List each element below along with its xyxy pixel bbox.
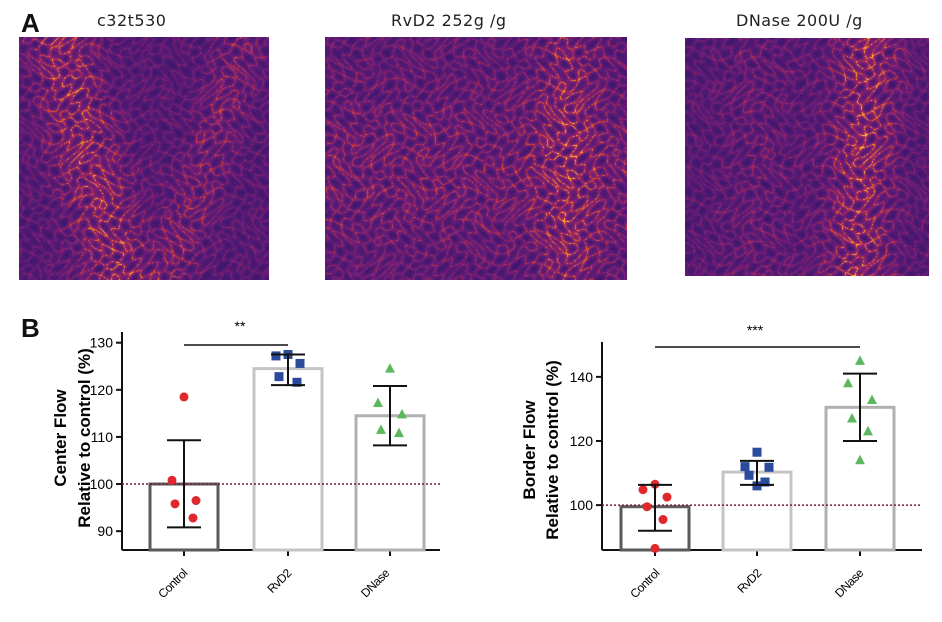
- flow-image-rvd2: [325, 37, 627, 280]
- center-point-rvd2: [274, 372, 284, 382]
- border-cat-control: Control: [627, 566, 662, 601]
- center-point-rvd2: [295, 358, 305, 368]
- border-flow-ylabel-1: Border Flow: [520, 400, 539, 500]
- border-point-dnase: [847, 413, 857, 423]
- border-point-rvd2: [740, 462, 750, 472]
- border-point-rvd2: [760, 477, 770, 487]
- border-cat-dnase: DNase: [832, 566, 867, 601]
- center-flow-ylabel-2: Relative to control (%): [75, 348, 94, 527]
- center-point-control: [179, 392, 189, 402]
- border-flow-ylabel-2: Relative to control (%): [543, 360, 562, 539]
- border-ytick-label: 100: [570, 497, 594, 513]
- center-point-rvd2: [271, 351, 281, 361]
- border-point-control: [650, 543, 660, 553]
- center-point-dnase: [397, 408, 407, 419]
- center-point-control: [167, 475, 177, 485]
- panel-a-label: A: [21, 8, 40, 38]
- center-ytick-label: 90: [97, 523, 113, 539]
- center-point-dnase: [373, 397, 383, 408]
- border-point-control: [638, 485, 648, 495]
- center-ytick-label: 130: [90, 335, 114, 351]
- border-point-rvd2: [764, 462, 774, 472]
- center-cat-control: Control: [155, 566, 190, 601]
- border-ytick-label: 140: [570, 369, 594, 385]
- center-point-control: [170, 499, 180, 509]
- border-ytick-label: 120: [570, 433, 594, 449]
- center-point-control: [188, 513, 198, 523]
- border-point-control: [642, 502, 652, 512]
- center-point-control: [191, 496, 201, 506]
- center-point-dnase: [394, 427, 404, 438]
- center-ytick-label: 100: [90, 476, 114, 492]
- center-point-dnase: [385, 363, 395, 373]
- border-point-dnase: [855, 355, 865, 365]
- image-title-dnase: DNase 200U /g: [736, 11, 863, 30]
- border-point-dnase: [855, 454, 865, 465]
- border-sig-label: ***: [747, 322, 764, 338]
- panel-b-label: B: [21, 313, 40, 343]
- center-point-dnase: [376, 424, 386, 434]
- center-point-rvd2: [292, 377, 302, 387]
- image-title-rvd2: RvD2 252g /g: [391, 11, 507, 30]
- flow-image-control: [19, 37, 269, 280]
- center-cat-rvd2: RvD2: [264, 566, 294, 596]
- image-title-control: c32t530: [97, 11, 167, 30]
- border-point-rvd2: [744, 470, 754, 480]
- center-bar-rvd2: [252, 367, 324, 552]
- center-cat-dnase: DNase: [358, 566, 393, 601]
- border-point-dnase: [843, 377, 853, 388]
- flow-image-dnase: [685, 38, 929, 276]
- center-sig-label: **: [235, 318, 246, 334]
- border-point-dnase: [867, 394, 877, 404]
- center-ytick-label: 110: [91, 429, 114, 445]
- center-ytick-label: 120: [90, 382, 114, 398]
- center-flow-ylabel-1: Center Flow: [51, 389, 70, 487]
- border-point-control: [658, 515, 668, 525]
- border-cat-rvd2: RvD2: [734, 566, 764, 596]
- border-point-control: [662, 492, 672, 502]
- border-point-dnase: [863, 425, 873, 436]
- border-point-rvd2: [752, 447, 762, 457]
